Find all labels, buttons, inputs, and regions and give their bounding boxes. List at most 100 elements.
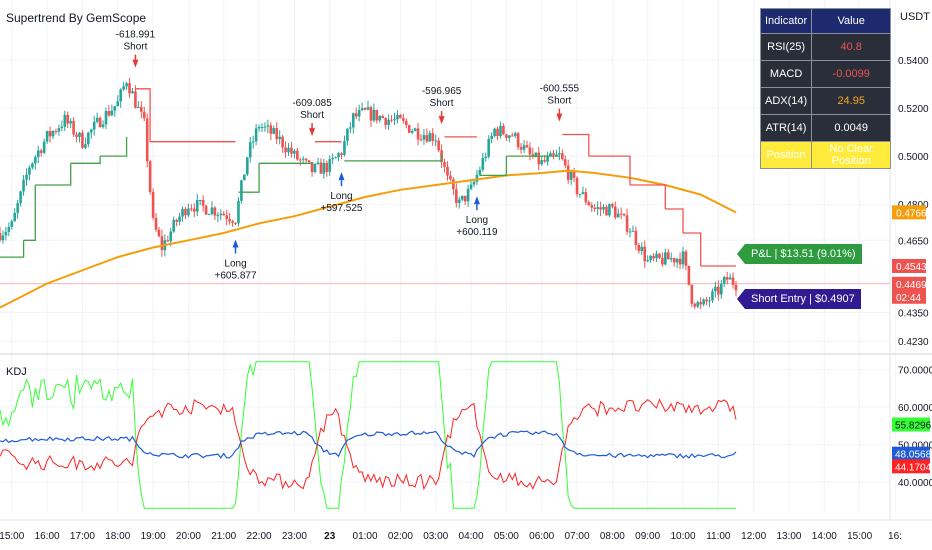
candle-body: [101, 124, 105, 128]
candle-body: [290, 147, 293, 154]
candle-body: [142, 111, 146, 119]
candle-body: [496, 128, 499, 137]
candle-body: [590, 205, 594, 208]
candle-body: [734, 284, 738, 291]
time-tick-label: 15:00: [0, 531, 25, 542]
time-tick-label: 17:00: [70, 531, 95, 542]
candle-body: [331, 158, 334, 160]
candle-body: [210, 207, 214, 215]
time-tick-label: 02:00: [388, 531, 413, 542]
candle-body: [396, 115, 399, 120]
candle-body: [381, 116, 385, 118]
candle-body: [599, 207, 602, 210]
candle-body: [640, 246, 644, 252]
candle-body: [404, 120, 408, 126]
supertrend-down-line: [135, 88, 151, 142]
candle-body: [681, 251, 685, 265]
kdj-tick-label: 40.0000: [898, 478, 932, 489]
candle-body: [731, 277, 735, 285]
candle-body: [717, 286, 720, 295]
signal-label: Long: [466, 215, 488, 226]
supertrend-down-line: [665, 208, 684, 233]
candle-body: [354, 113, 358, 117]
time-tick-label: 13:00: [776, 531, 801, 542]
time-tick-label: 21:00: [211, 531, 236, 542]
candle-body: [366, 107, 370, 110]
candle-body: [369, 107, 373, 121]
candle-body: [631, 230, 635, 232]
candle-body: [472, 181, 476, 185]
candle-body: [719, 283, 723, 295]
candle-body: [19, 191, 22, 204]
supertrend-down-line: [630, 184, 666, 209]
candle-body: [399, 115, 402, 119]
candle-body: [616, 213, 620, 218]
candle-body: [705, 299, 708, 302]
candle-body: [346, 128, 349, 142]
indicator-table: Indicator Value RSI(25) 40.8 MACD -0.009…: [759, 8, 892, 169]
candle-body: [204, 205, 208, 215]
signal-label: Long: [224, 258, 246, 269]
candle-body: [281, 136, 284, 148]
kdj-tick-label: 70.0000: [898, 365, 932, 376]
candle-body: [708, 300, 711, 302]
macd-label: MACD: [759, 60, 813, 88]
currency-label[interactable]: USDT: [900, 11, 930, 23]
short-entry-tag[interactable]: Short Entry | $0.4907: [737, 289, 861, 309]
candle-body: [251, 141, 255, 143]
candle-body: [502, 125, 505, 135]
candle-body: [513, 133, 517, 136]
candle-body: [325, 162, 329, 172]
candle-body: [301, 158, 305, 160]
candle-body: [98, 117, 102, 128]
signal-value: +605.877: [215, 270, 257, 281]
kdj-badge: [892, 417, 930, 432]
candle-body: [487, 139, 491, 157]
kdj-badge: [892, 446, 930, 461]
pnl-tag[interactable]: P&L | $13.51 (9.01%): [737, 244, 862, 264]
candle-body: [625, 215, 629, 232]
price-tick-label: 0.5400: [898, 56, 929, 67]
candle-body: [66, 114, 70, 124]
candle-body: [16, 203, 19, 213]
candle-body: [378, 116, 382, 121]
candle-body: [57, 128, 61, 132]
time-tick-label: 20:00: [176, 531, 201, 542]
kdj-tick-label: 50.0000: [898, 440, 932, 451]
supertrend-up-line: [70, 156, 101, 164]
time-tick-label: 01:00: [353, 531, 378, 542]
time-tick-label: 22:00: [247, 531, 272, 542]
candle-body: [675, 258, 679, 263]
candle-body: [137, 106, 140, 108]
supertrend-up-line: [23, 185, 36, 241]
candle-body: [89, 129, 93, 133]
candle-body: [611, 204, 614, 207]
candle-body: [393, 119, 396, 121]
candle-body: [425, 135, 429, 142]
ema-line: [0, 169, 737, 309]
candle-body: [275, 128, 279, 140]
signal-value: -609.085: [292, 98, 332, 109]
candle-body: [157, 229, 161, 237]
candle-body: [169, 231, 173, 242]
candle-body: [463, 195, 467, 202]
candle-body: [363, 108, 367, 110]
time-tick-label: 16:00: [35, 531, 60, 542]
candle-body: [237, 200, 240, 224]
candle-body: [166, 240, 170, 242]
candle-body: [243, 174, 246, 181]
candle-body: [31, 163, 34, 168]
candle-body: [228, 218, 231, 222]
candle-body: [490, 136, 493, 140]
candle-body: [319, 162, 323, 174]
candle-body: [658, 253, 661, 258]
candle-body: [728, 277, 732, 280]
candle-body: [22, 179, 25, 192]
candle-body: [466, 188, 470, 202]
candle-body: [416, 128, 420, 140]
candle-body: [310, 162, 314, 173]
time-tick-label: 09:00: [635, 531, 660, 542]
candle-body: [428, 133, 432, 142]
price-badge: [892, 289, 926, 304]
